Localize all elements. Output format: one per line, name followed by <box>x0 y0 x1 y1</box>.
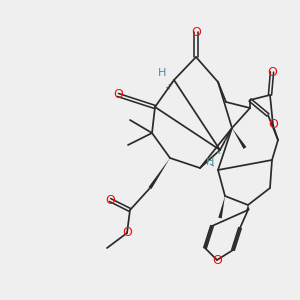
Text: O: O <box>105 194 115 206</box>
Polygon shape <box>218 196 225 218</box>
Text: H: H <box>158 68 166 78</box>
Text: O: O <box>212 254 222 266</box>
Polygon shape <box>148 158 170 189</box>
Text: O: O <box>191 26 201 38</box>
Polygon shape <box>246 205 250 210</box>
Text: O: O <box>267 65 277 79</box>
Text: H: H <box>206 157 214 167</box>
Polygon shape <box>232 128 247 149</box>
Text: O: O <box>122 226 132 239</box>
Text: O: O <box>268 118 278 131</box>
Text: O: O <box>113 88 123 101</box>
